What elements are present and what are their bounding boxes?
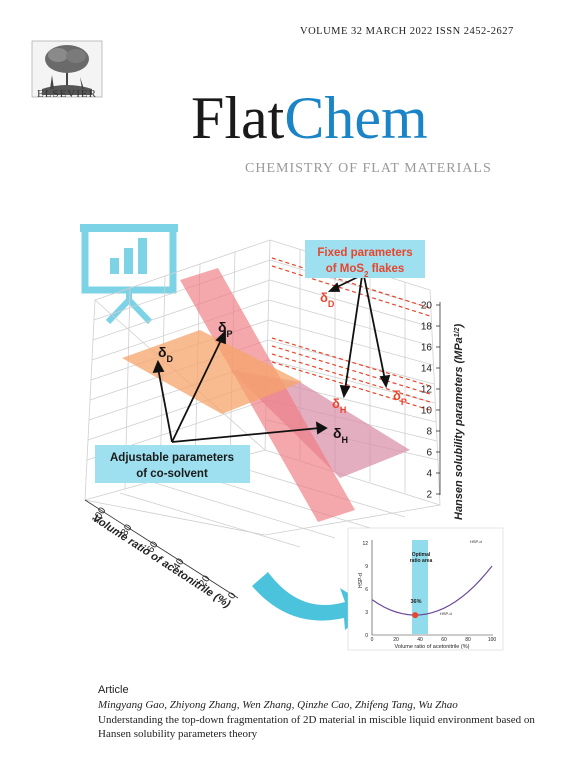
- fixed-callout-line1: Fixed parameters: [317, 247, 412, 259]
- elsevier-tree-logo: [31, 40, 103, 98]
- inset-pct: 36%: [410, 599, 421, 605]
- inset-xlabel: Volume ratio of acetonitrile (%): [395, 644, 470, 650]
- inset-xtick: 40: [417, 637, 423, 643]
- journal-title-flat: Flat: [191, 85, 285, 151]
- inset-ytick: 12: [362, 541, 368, 547]
- curved-arrow-icon: [252, 572, 372, 630]
- inset-ylabel: HSP-d: [358, 573, 364, 588]
- adjustable-parameters-callout: Adjustable parameters of co-solvent: [95, 445, 250, 483]
- fixed-label-dp: δP: [393, 388, 407, 407]
- z-tick-label: 18: [421, 322, 433, 333]
- cover-figure: Fixed parameters of MoS2 flakes Adjustab…: [80, 224, 504, 651]
- x-axis-label: Volume ratio of acetonitrile (%): [90, 512, 232, 610]
- inset-plot: 12 9 6 3 0 0 20 40 60 80 100 HSP-d Volume ratio o…: [347, 527, 504, 651]
- article-type: Article: [98, 684, 129, 696]
- z-axis-label: Hansen solubility parameters (MPa1/2): [453, 323, 465, 520]
- article-title: Understanding the top-down fragmentation…: [98, 714, 535, 740]
- inset-region-2: ratio area: [410, 558, 433, 564]
- adjustable-callout-line2: of co-solvent: [136, 468, 208, 480]
- presentation-chart-icon: [80, 224, 178, 325]
- z-tick-label: 8: [426, 427, 432, 438]
- x-tick-label: 0: [226, 590, 238, 601]
- z-tick-label: 2: [426, 490, 432, 501]
- inset-xtick: 20: [393, 637, 399, 643]
- inset-xtick: 0: [371, 637, 374, 643]
- inset-label-top: HSP-d: [470, 539, 482, 544]
- journal-title: FlatChem: [191, 88, 428, 148]
- fixed-callout-tail: flakes: [368, 263, 404, 275]
- z-tick-label: 10: [421, 406, 433, 417]
- dd-plane: [122, 330, 302, 414]
- fixed-parameters-callout: Fixed parameters of MoS2 flakes: [305, 240, 425, 279]
- inset-xtick: 80: [465, 637, 471, 643]
- publisher-name: ELSEVIER: [37, 88, 97, 100]
- z-tick-label: 12: [421, 385, 433, 396]
- label-dd: δD: [158, 344, 174, 364]
- inset-xtick: 100: [488, 637, 497, 643]
- journal-title-chem: Chem: [284, 85, 428, 151]
- inset-ytick: 3: [365, 610, 368, 616]
- fixed-callout-line2: of MoS: [326, 263, 365, 275]
- parameter-arrows: [152, 275, 391, 443]
- svg-text:of MoS2 flakes: of MoS2 flakes: [326, 263, 405, 279]
- fixed-label-dd: δD: [320, 290, 335, 309]
- z-tick-label: 4: [426, 469, 432, 480]
- z-tick-label: 20: [421, 301, 433, 312]
- inset-ytick: 0: [365, 633, 368, 639]
- article-authors: Mingyang Gao, Zhiyong Zhang, Wen Zhang, …: [98, 699, 458, 711]
- journal-subtitle: CHEMISTRY OF FLAT MATERIALS: [245, 161, 492, 176]
- z-tick-label: 16: [421, 343, 433, 354]
- z-tick-label: 14: [421, 364, 433, 375]
- adjustable-callout-line1: Adjustable parameters: [110, 452, 234, 464]
- inset-ytick: 6: [365, 587, 368, 593]
- fixed-label-dh: δH: [332, 396, 346, 415]
- inset-region-1: Optimal: [412, 552, 431, 558]
- fixed-callout-sub: 2: [364, 270, 369, 279]
- label-dh: δH: [333, 425, 348, 445]
- label-dp: δP: [218, 319, 233, 339]
- inset-label-bottom: HSP-d: [440, 611, 452, 616]
- issue-meta: VOLUME 32 MARCH 2022 ISSN 2452-2627: [300, 26, 514, 37]
- inset-xtick: 60: [441, 637, 447, 643]
- z-tick-label: 6: [426, 448, 432, 459]
- inset-ytick: 9: [365, 564, 368, 570]
